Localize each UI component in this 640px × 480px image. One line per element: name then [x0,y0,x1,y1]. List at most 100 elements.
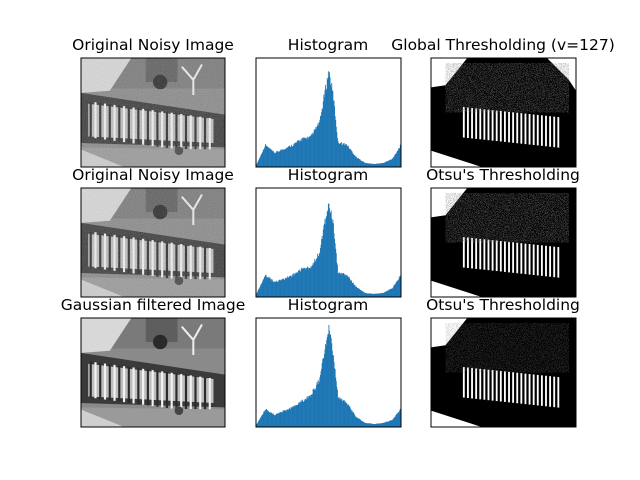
histogram-bar [261,414,263,427]
histogram-bar [288,276,290,297]
histogram-bar [338,273,339,297]
histogram-bar [304,268,306,297]
histogram-bar [357,158,359,167]
histogram-bar [399,410,401,427]
histogram-bar [319,119,321,167]
histogram-bar [293,406,295,427]
histogram-bar [395,153,397,167]
histogram-bar [382,293,384,297]
histogram-bar [373,424,375,427]
histogram-bar [352,283,354,297]
histogram-bar [258,158,260,167]
histogram-bar [369,423,371,427]
histogram-bar [276,151,278,167]
histogram-bar [305,137,307,167]
histogram-bar [280,412,282,427]
histogram-bar [330,87,332,167]
histogram-bar [268,147,270,167]
histogram-bar [328,325,330,427]
histogram-bar [394,155,396,167]
histogram-bar [346,275,348,297]
histogram-bar [284,410,286,427]
histogram-bar [313,264,315,297]
histogram-bar [388,289,390,297]
histogram-bar [318,381,320,427]
histogram-bar [335,248,337,297]
histogram-bar [300,268,302,297]
histogram-bar [390,420,392,427]
histogram-bar [382,163,384,167]
histogram-bar [274,281,276,297]
histogram-bar [320,248,321,297]
histogram-bar [316,258,317,297]
histogram-bar [276,413,278,427]
histogram-bar [277,413,279,427]
histogram-bar [292,406,294,427]
histogram-bar [304,268,306,297]
histogram-bar [393,157,394,167]
histogram-bar [314,129,316,167]
histogram-bar [325,224,326,297]
histogram-bar [289,409,291,427]
histogram-bar [292,275,294,297]
histogram-bar [327,334,329,427]
histogram-panel-1 [255,57,402,168]
histogram-bar [373,164,375,167]
histogram-bar [371,293,373,297]
histogram-bar [365,423,367,427]
histogram-bar [393,286,394,297]
histogram-bar [266,410,268,427]
histogram-bar [337,273,339,297]
histogram-bar [305,137,307,167]
histogram-bar [347,276,349,297]
histogram-bar [332,355,334,427]
histogram-bar [317,253,319,297]
histogram-bar [358,288,360,297]
histogram-bar [256,292,258,297]
histogram-bar [357,158,359,167]
histogram-bar [342,143,344,167]
histogram-bar [320,244,322,297]
histogram-bar [322,229,324,297]
histogram-bar [261,416,262,427]
histogram-bar [258,289,260,297]
histogram-bar [354,285,356,297]
histogram-bar [326,88,328,167]
histogram-bar [353,414,355,427]
histogram-bar [310,267,312,297]
histogram-bar [258,288,260,297]
histogram-bar [275,153,277,167]
histogram-bar [350,409,352,427]
histogram-bar [288,409,290,427]
histogram-bar [330,338,332,427]
histogram-bar [363,422,364,427]
histogram-bar [270,150,272,167]
histogram-bar [296,404,298,427]
histogram-bar [395,415,397,427]
histogram-bar [276,413,278,427]
histogram-bar [377,423,379,427]
histogram-bar [265,410,266,427]
histogram-bar [284,278,286,297]
histogram-bar [291,144,292,167]
histogram-bar [375,423,377,427]
histogram-bar [356,288,358,297]
histogram-bar [352,153,354,167]
histogram-bar [277,281,279,297]
histogram-bar [315,126,317,167]
histogram-bar [344,145,346,167]
histogram-bar [389,420,390,427]
histogram-bar [369,423,371,427]
histogram-bar [379,293,381,297]
histogram-bar [386,421,388,427]
histogram-bar [398,411,400,427]
histogram-bar [373,163,375,167]
histogram-bar [318,253,320,297]
histogram-bar [288,146,290,167]
histogram-bar [312,134,313,167]
image-panel-3 [80,317,226,428]
histogram-bar [267,278,269,297]
histogram-bar [381,423,383,427]
histogram-bar [343,275,345,297]
histogram-bar [294,143,296,167]
